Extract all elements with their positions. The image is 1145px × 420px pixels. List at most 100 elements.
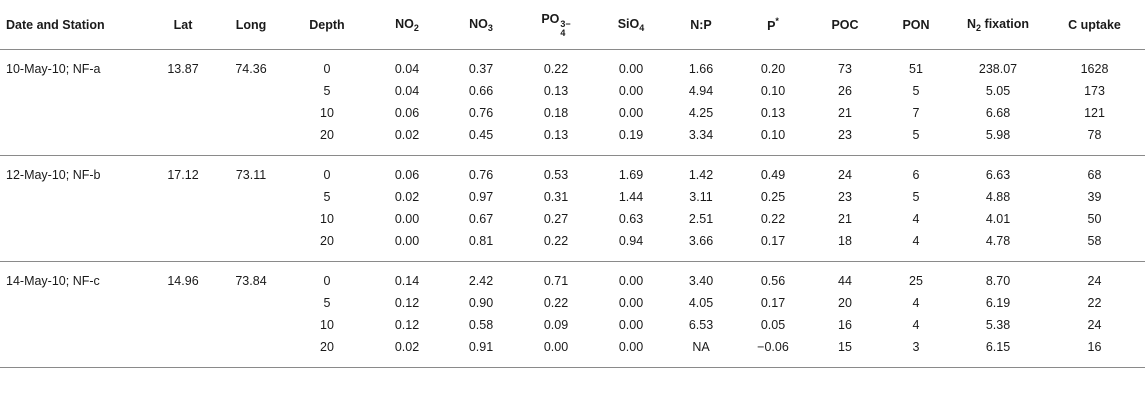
cell-np: 3.66 — [666, 230, 736, 262]
cell-lat: 14.96 — [167, 274, 199, 288]
cell-c-uptake: 121 — [1084, 106, 1105, 120]
cell-poc: 23 — [810, 124, 880, 156]
cell-depth: 20 — [286, 230, 368, 262]
cell-station: 12-May-10; NF-b — [6, 168, 101, 182]
cell-long: 73.84 — [235, 274, 267, 288]
cell-c-uptake: 1628 — [1080, 62, 1109, 76]
cell-no3: 0.58 — [468, 318, 494, 332]
cell-po4: 0.00 — [516, 336, 596, 368]
cell-long — [216, 292, 286, 314]
cell-po4: 0.22 — [543, 296, 569, 310]
cell-poc: 73 — [838, 62, 852, 76]
table-row: 14-May-10; NF-c 14.96 73.84 0 0.14 2.42 0.71 0.… — [0, 262, 1145, 293]
cell-long — [216, 230, 286, 262]
cell-sio4: 0.00 — [596, 336, 666, 368]
table-row: 10 0.06 0.76 0.18 0.00 4.25 0.13 21 7 6.68 121 — [0, 102, 1145, 124]
cell-n2-fixation: 6.15 — [952, 336, 1044, 368]
cell-pstar: 0.25 — [760, 190, 786, 204]
cell-sio4: 0.94 — [596, 230, 666, 262]
table-row: 20 0.02 0.45 0.13 0.19 3.34 0.10 23 5 5.98 78 — [0, 124, 1145, 156]
cell-np: 2.51 — [688, 212, 714, 226]
cell-long: 74.36 — [235, 62, 267, 76]
col-header-no3: NO3 — [446, 0, 516, 50]
cell-no3: 0.37 — [468, 62, 494, 76]
cell-pstar: 0.10 — [760, 84, 786, 98]
cell-station: 10-May-10; NF-a — [6, 62, 101, 76]
cell-c-uptake: 58 — [1044, 230, 1145, 262]
cell-po4: 0.71 — [543, 274, 569, 288]
cell-sio4: 0.63 — [618, 212, 644, 226]
cell-long — [216, 208, 286, 230]
cell-station — [0, 102, 150, 124]
cell-lat — [150, 186, 216, 208]
cell-no3: 0.67 — [468, 212, 494, 226]
cell-n2-fixation: 6.63 — [985, 168, 1011, 182]
cell-np: 3.40 — [688, 274, 714, 288]
cell-lat — [150, 124, 216, 156]
cell-long — [216, 186, 286, 208]
cell-n2-fixation: 4.78 — [952, 230, 1044, 262]
cell-sio4: 0.19 — [596, 124, 666, 156]
cell-np: 4.94 — [688, 84, 714, 98]
col-header-sio4: SiO4 — [596, 0, 666, 50]
cell-lat — [150, 208, 216, 230]
cell-lat — [150, 336, 216, 368]
col-header-n2-fixation: N2 fixation — [952, 0, 1044, 50]
cell-pstar: 0.56 — [760, 274, 786, 288]
cell-np: 6.53 — [688, 318, 714, 332]
cell-long: 73.11 — [235, 168, 267, 182]
cell-np: 1.42 — [688, 168, 714, 182]
cell-n2-fixation: 5.98 — [952, 124, 1044, 156]
cell-sio4: 0.00 — [618, 296, 644, 310]
cell-n2-fixation: 238.07 — [978, 62, 1018, 76]
cell-np: 4.25 — [688, 106, 714, 120]
table-row: 5 0.02 0.97 0.31 1.44 3.11 0.25 23 5 4.88 39 — [0, 186, 1145, 208]
cell-pstar: 0.17 — [736, 230, 810, 262]
cell-depth: 20 — [286, 124, 368, 156]
cell-sio4: 0.00 — [618, 62, 644, 76]
cell-poc: 23 — [838, 190, 852, 204]
cell-depth: 10 — [320, 318, 334, 332]
cell-no2: 0.02 — [368, 124, 446, 156]
cell-no2: 0.00 — [368, 230, 446, 262]
table-row: 20 0.00 0.81 0.22 0.94 3.66 0.17 18 4 4.78 58 — [0, 230, 1145, 262]
cell-c-uptake: 173 — [1084, 84, 1105, 98]
col-header-po4: PO 3− 4 — [516, 0, 596, 50]
cell-pon: 5 — [912, 190, 920, 204]
cell-lat — [150, 80, 216, 102]
table-row: 10-May-10; NF-a 13.87 74.36 0 0.04 0.37 0.22 0.… — [0, 50, 1145, 81]
col-header-np: N:P — [666, 0, 736, 50]
cell-no2: 0.12 — [394, 318, 420, 332]
header-row: Date and Station Lat Long Depth NO2 NO3 … — [0, 0, 1145, 50]
cell-poc: 24 — [838, 168, 852, 182]
cell-pon: 51 — [909, 62, 923, 76]
cell-no3: 0.76 — [468, 168, 494, 182]
col-header-long: Long — [216, 0, 286, 50]
cell-c-uptake: 78 — [1044, 124, 1145, 156]
cell-np: 3.34 — [666, 124, 736, 156]
cell-pon: 6 — [912, 168, 920, 182]
cell-station — [0, 336, 150, 368]
cell-no2: 0.02 — [394, 190, 420, 204]
cell-no3: 0.97 — [468, 190, 494, 204]
cell-po4: 0.18 — [543, 106, 569, 120]
cell-np: 1.66 — [688, 62, 714, 76]
cell-poc: 26 — [838, 84, 852, 98]
cell-depth: 20 — [286, 336, 368, 368]
cell-lat — [150, 292, 216, 314]
cell-c-uptake: 39 — [1087, 190, 1102, 204]
cell-station — [0, 186, 150, 208]
cell-depth: 5 — [323, 84, 331, 98]
cell-po4: 0.53 — [543, 168, 569, 182]
cell-pon: 5 — [880, 124, 952, 156]
cell-no2: 0.14 — [394, 274, 420, 288]
cell-po4: 0.22 — [543, 62, 569, 76]
cell-no2: 0.02 — [368, 336, 446, 368]
cell-sio4: 0.00 — [618, 274, 644, 288]
cell-sio4: 0.00 — [618, 84, 644, 98]
cell-n2-fixation: 4.01 — [985, 212, 1011, 226]
cell-pstar: 0.49 — [760, 168, 786, 182]
cell-station — [0, 230, 150, 262]
cell-no2: 0.06 — [394, 106, 420, 120]
cell-po4: 0.09 — [543, 318, 569, 332]
